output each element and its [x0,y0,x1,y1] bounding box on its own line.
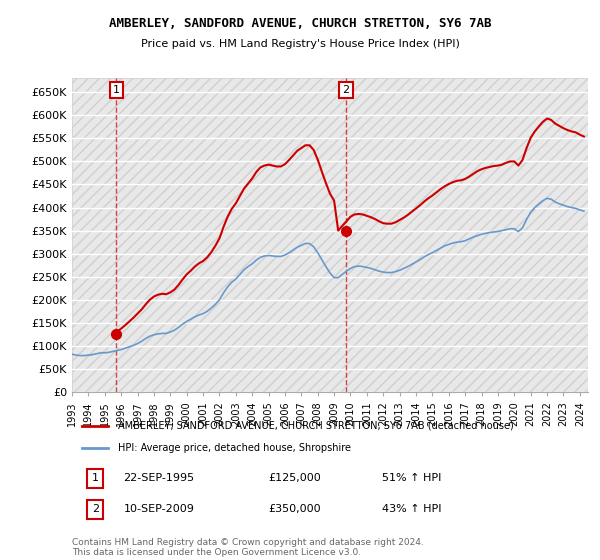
Text: 43% ↑ HPI: 43% ↑ HPI [382,504,441,514]
Text: 2: 2 [92,504,99,514]
Text: AMBERLEY, SANDFORD AVENUE, CHURCH STRETTON, SY6 7AB: AMBERLEY, SANDFORD AVENUE, CHURCH STRETT… [109,17,491,30]
Text: Contains HM Land Registry data © Crown copyright and database right 2024.
This d: Contains HM Land Registry data © Crown c… [72,538,424,557]
Text: £350,000: £350,000 [268,504,321,514]
Text: £125,000: £125,000 [268,473,321,483]
Text: 1: 1 [92,473,99,483]
Text: 2: 2 [342,85,349,95]
Text: 22-SEP-1995: 22-SEP-1995 [124,473,195,483]
Text: 51% ↑ HPI: 51% ↑ HPI [382,473,441,483]
Text: Price paid vs. HM Land Registry's House Price Index (HPI): Price paid vs. HM Land Registry's House … [140,39,460,49]
Text: AMBERLEY, SANDFORD AVENUE, CHURCH STRETTON, SY6 7AB (detached house): AMBERLEY, SANDFORD AVENUE, CHURCH STRETT… [118,421,514,431]
Text: 10-SEP-2009: 10-SEP-2009 [124,504,194,514]
Text: 1: 1 [113,85,120,95]
Text: HPI: Average price, detached house, Shropshire: HPI: Average price, detached house, Shro… [118,443,352,453]
